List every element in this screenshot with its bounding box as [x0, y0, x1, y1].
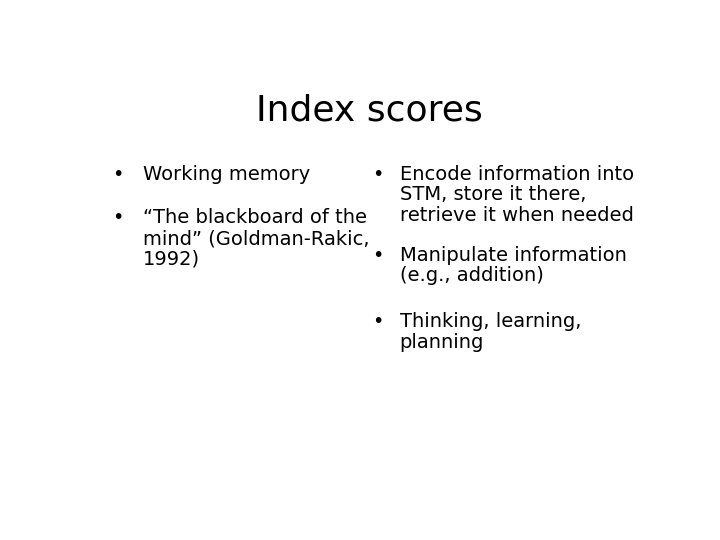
Text: Working memory: Working memory	[143, 165, 310, 184]
Text: (e.g., addition): (e.g., addition)	[400, 266, 544, 286]
Text: Index scores: Index scores	[256, 94, 482, 128]
Text: •: •	[372, 312, 383, 331]
Text: •: •	[372, 165, 383, 184]
Text: planning: planning	[400, 333, 484, 352]
Text: Thinking, learning,: Thinking, learning,	[400, 312, 581, 331]
Text: Manipulate information: Manipulate information	[400, 246, 626, 265]
Text: Encode information into: Encode information into	[400, 165, 634, 184]
Text: “The blackboard of the: “The blackboard of the	[143, 208, 367, 227]
Text: retrieve it when needed: retrieve it when needed	[400, 206, 634, 225]
Text: •: •	[112, 208, 124, 227]
Text: •: •	[112, 165, 124, 184]
Text: •: •	[372, 246, 383, 265]
Text: mind” (Goldman-Rakic,: mind” (Goldman-Rakic,	[143, 229, 369, 248]
Text: 1992): 1992)	[143, 250, 200, 269]
Text: STM, store it there,: STM, store it there,	[400, 185, 586, 204]
